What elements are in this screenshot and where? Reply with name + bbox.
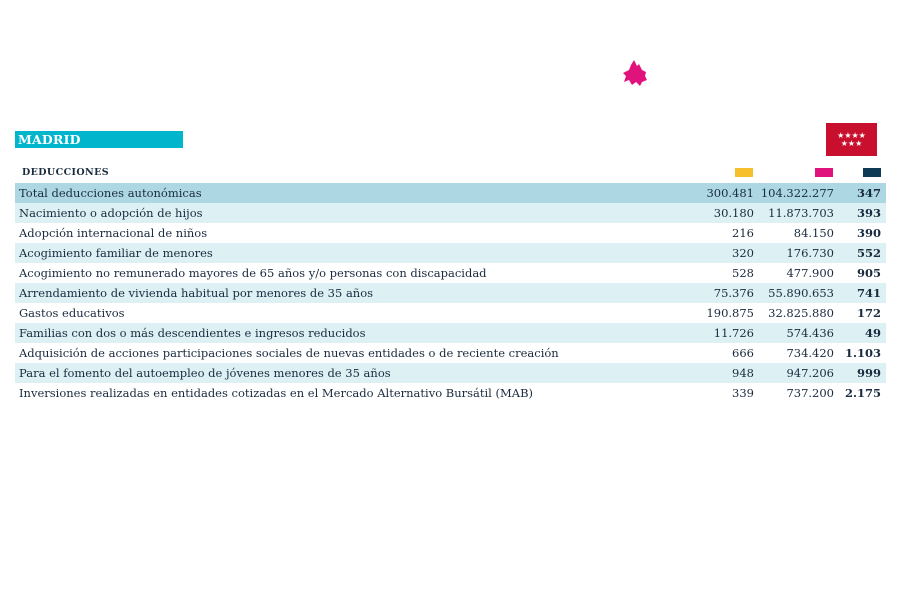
legend-swatch-2 — [815, 168, 833, 177]
row-label: Familias con dos o más descendientes e i… — [19, 326, 366, 340]
table-row: Inversiones realizadas en entidades coti… — [15, 383, 886, 403]
value-col-1: 30.180 — [713, 206, 754, 220]
table-row: Adquisición de acciones participaciones … — [15, 343, 886, 363]
value-col-3: 172 — [856, 306, 881, 320]
table-row: Familias con dos o más descendientes e i… — [15, 323, 886, 343]
row-label: Total deducciones autonómicas — [19, 186, 202, 200]
value-col-2: 84.150 — [793, 226, 834, 240]
madrid-region-map-icon — [623, 60, 647, 86]
table-row: Adopción internacional de niños 216 84.150… — [15, 223, 886, 243]
value-col-2: 55.890.653 — [768, 286, 834, 300]
value-col-1: 216 — [732, 226, 754, 240]
table-row-total: Total deducciones autonómicas 300.481 104.… — [15, 183, 886, 203]
table-row: Nacimiento o adopción de hijos 30.180 11.8… — [15, 203, 886, 223]
value-col-2: 176.730 — [786, 246, 834, 260]
value-col-2: 737.200 — [786, 386, 834, 400]
value-col-3: 390 — [856, 226, 881, 240]
value-col-2: 574.436 — [786, 326, 834, 340]
row-label: Adopción internacional de niños — [19, 226, 208, 240]
value-col-1: 339 — [732, 386, 754, 400]
value-col-2: 104.322.277 — [760, 186, 834, 200]
legend-swatch-1 — [735, 168, 753, 177]
value-col-3: 552 — [856, 246, 881, 260]
value-col-2: 734.420 — [786, 346, 834, 360]
row-label: Acogimiento familiar de menores — [19, 246, 213, 260]
value-col-3: 1.103 — [844, 346, 881, 360]
row-label: Acogimiento no remunerado mayores de 65 … — [19, 266, 487, 280]
table-row: Acogimiento no remunerado mayores de 65 … — [15, 263, 886, 283]
legend-swatch-3 — [863, 168, 881, 177]
value-col-2: 947.206 — [786, 366, 834, 380]
value-col-1: 320 — [732, 246, 754, 260]
table-row: Gastos educativos 190.875 32.825.880 172 — [15, 303, 886, 323]
value-col-3: 2.175 — [844, 386, 881, 400]
madrid-flag-icon: ★★★★ ★★★ — [826, 123, 877, 156]
value-col-3: 347 — [856, 186, 881, 200]
value-col-1: 948 — [732, 366, 754, 380]
value-col-3: 49 — [864, 326, 881, 340]
value-col-1: 528 — [732, 266, 754, 280]
deductions-header: DEDUCCIONES — [22, 167, 110, 178]
table-row: Arrendamiento de vivienda habitual por m… — [15, 283, 886, 303]
value-col-2: 32.825.880 — [768, 306, 834, 320]
table-row: Acogimiento familiar de menores 320 176.73… — [15, 243, 886, 263]
row-label: Arrendamiento de vivienda habitual por m… — [19, 286, 374, 300]
row-label: Gastos educativos — [19, 306, 125, 320]
value-col-1: 75.376 — [713, 286, 754, 300]
value-col-3: 999 — [856, 366, 881, 380]
row-label: Adquisición de acciones participaciones … — [19, 346, 559, 360]
value-col-1: 666 — [732, 346, 754, 360]
value-col-1: 300.481 — [706, 186, 754, 200]
row-label: Para el fomento del autoempleo de jóvene… — [19, 366, 391, 380]
row-label: Nacimiento o adopción de hijos — [19, 206, 203, 220]
value-col-3: 905 — [856, 266, 881, 280]
deductions-table: Total deducciones autonómicas 300.481 104.… — [15, 183, 886, 403]
value-col-3: 393 — [856, 206, 881, 220]
value-col-1: 11.726 — [713, 326, 754, 340]
region-title: MADRID — [15, 131, 183, 148]
row-label: Inversiones realizadas en entidades coti… — [19, 386, 534, 400]
value-col-2: 477.900 — [786, 266, 834, 280]
value-col-2: 11.873.703 — [768, 206, 834, 220]
table-row: Para el fomento del autoempleo de jóvene… — [15, 363, 886, 383]
value-col-1: 190.875 — [706, 306, 754, 320]
value-col-3: 741 — [856, 286, 881, 300]
